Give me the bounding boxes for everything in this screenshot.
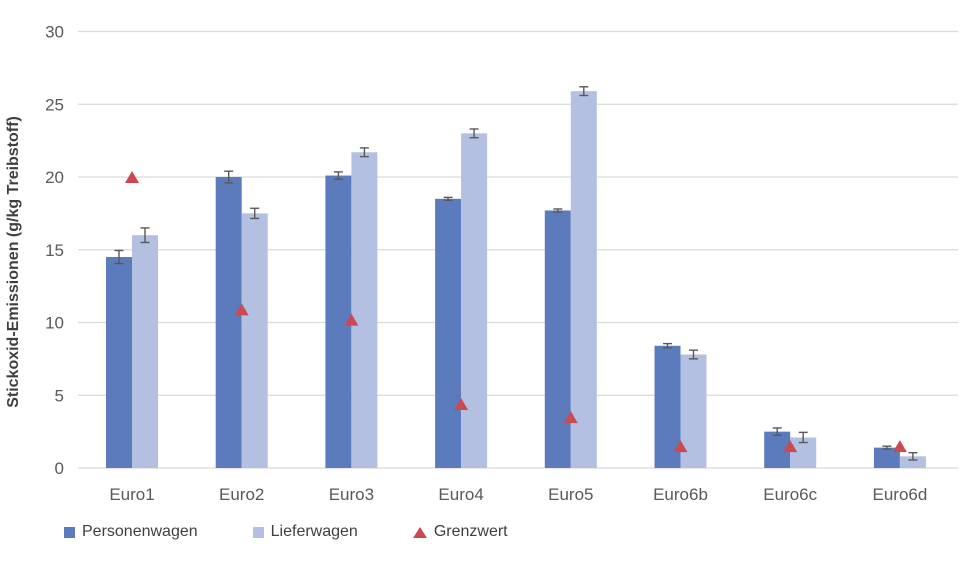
legend-label-lieferwagen: Lieferwagen xyxy=(270,523,358,540)
y-tick-label-30: 30 xyxy=(45,23,64,42)
marker-grenzwert-euro2 xyxy=(234,303,249,316)
y-axis-title: Stickoxid-Emissionen (g/kg Treibstoff) xyxy=(5,116,22,408)
bar-lieferwagen-euro5 xyxy=(570,91,597,468)
bar-lieferwagen-euro6d xyxy=(899,456,926,468)
marker-grenzwert-euro6b xyxy=(673,440,688,453)
legend-item-lieferwagen: Lieferwagen xyxy=(252,523,358,541)
x-tick-label-euro6c: Euro6c xyxy=(763,485,817,504)
legend-swatch-grenzwert-triangle xyxy=(412,526,427,538)
x-tick-label-euro6b: Euro6b xyxy=(653,485,708,504)
y-tick-label-5: 5 xyxy=(55,386,64,405)
bar-personenwagen-euro4 xyxy=(435,198,462,468)
x-tick-label-euro3: Euro3 xyxy=(329,485,374,504)
nox-emissions-bar-chart: 0 5 10 15 20 25 30 Euro1 Euro2 Euro3 Euro4 Euro5 Eur… xyxy=(45,23,958,504)
y-tick-label-0: 0 xyxy=(55,459,64,478)
x-tick-label-euro2: Euro2 xyxy=(219,485,264,504)
legend-label-grenzwert: Grenzwert xyxy=(433,523,508,540)
marker-grenzwert-euro6d xyxy=(892,440,907,453)
marker-grenzwert-euro3 xyxy=(344,313,359,326)
marker-grenzwert-euro1 xyxy=(125,171,139,183)
bar-personenwagen-euro2 xyxy=(215,177,242,468)
bar-lieferwagen-euro3 xyxy=(351,152,378,468)
x-tick-label-euro6d: Euro6d xyxy=(872,485,927,504)
legend: Personenwagen Lieferwagen Grenzwert xyxy=(64,523,508,541)
bar-lieferwagen-euro4 xyxy=(461,133,488,468)
legend-label-personenwagen: Personenwagen xyxy=(82,523,198,540)
bar-personenwagen-euro1 xyxy=(106,257,132,468)
bar-lieferwagen-euro2 xyxy=(241,213,268,468)
legend-swatch-personenwagen-square xyxy=(64,526,75,538)
bar-personenwagen-euro6d xyxy=(873,447,900,468)
y-tick-label-25: 25 xyxy=(45,95,64,114)
legend-item-grenzwert: Grenzwert xyxy=(412,523,508,541)
y-tick-label-10: 10 xyxy=(45,314,64,333)
x-tick-label-euro5: Euro5 xyxy=(548,485,593,504)
y-tick-label-15: 15 xyxy=(45,241,64,260)
legend-item-personenwagen: Personenwagen xyxy=(64,523,198,541)
x-tick-label-euro4: Euro4 xyxy=(438,485,483,504)
y-tick-label-20: 20 xyxy=(45,168,64,187)
x-tick-label-euro1: Euro1 xyxy=(109,485,154,504)
legend-swatch-lieferwagen-square xyxy=(252,526,264,538)
marker-grenzwert-euro6c xyxy=(783,440,798,453)
bar-personenwagen-euro5 xyxy=(544,210,571,468)
marker-grenzwert-euro4 xyxy=(454,397,469,410)
marker-grenzwert-euro5 xyxy=(563,411,578,424)
bar-lieferwagen-euro1 xyxy=(132,235,158,468)
